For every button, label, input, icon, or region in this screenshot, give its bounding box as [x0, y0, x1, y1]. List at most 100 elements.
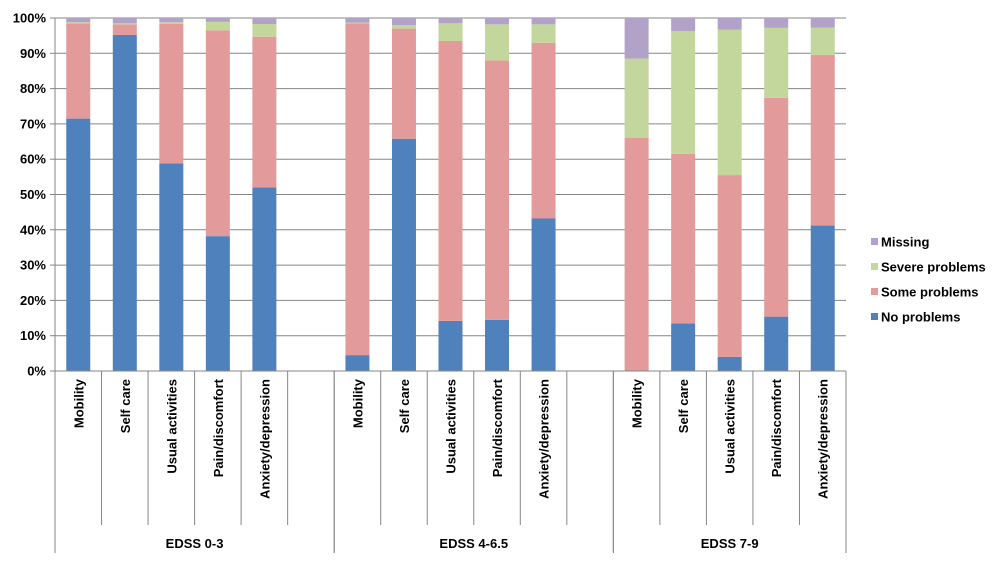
- x-category-label: Self care: [397, 379, 412, 433]
- bar-severe-problems: [438, 23, 463, 41]
- legend-swatch-some-problems: [871, 288, 878, 295]
- axes: [50, 17, 847, 553]
- bar-no-problems: [764, 316, 789, 371]
- bar-some-problems: [66, 23, 91, 119]
- bar-missing: [531, 18, 556, 25]
- bar-missing: [205, 18, 230, 22]
- bar-some-problems: [438, 40, 463, 321]
- y-tick-label: 100%: [13, 11, 47, 26]
- bar-missing: [391, 18, 416, 26]
- bar-severe-problems: [717, 29, 742, 176]
- x-category-label: Pain/discomfort: [769, 378, 784, 477]
- y-tick-label: 40%: [20, 222, 46, 237]
- legend-label-some-problems: Some problems: [881, 285, 979, 300]
- y-tick-label: 0%: [27, 364, 46, 379]
- x-category-label: Mobility: [71, 378, 86, 428]
- bar-some-problems: [391, 28, 416, 139]
- x-category-label: Pain/discomfort: [211, 378, 226, 477]
- x-category-label: Usual activities: [444, 379, 459, 474]
- bar-severe-problems: [391, 25, 416, 29]
- bars: [66, 18, 835, 371]
- x-category-label: Mobility: [350, 378, 365, 428]
- bar-missing: [671, 18, 696, 32]
- bar-some-problems: [205, 30, 230, 237]
- bar-severe-problems: [252, 24, 277, 37]
- bar-no-problems: [159, 163, 184, 371]
- y-tick-label: 60%: [20, 152, 46, 167]
- bar-some-problems: [810, 55, 835, 226]
- bar-no-problems: [438, 320, 463, 371]
- bar-severe-problems: [205, 21, 230, 31]
- x-category-label: Usual activities: [723, 379, 738, 474]
- bar-some-problems: [717, 175, 742, 357]
- bar-no-problems: [391, 138, 416, 371]
- y-tick-labels: 0% 10% 20% 30% 40% 50% 60% 70% 80% 90% 100%: [13, 11, 47, 379]
- bar-some-problems: [159, 24, 184, 164]
- bar-no-problems: [112, 34, 137, 371]
- y-tick-label: 30%: [20, 258, 46, 273]
- legend-label-no-problems: No problems: [881, 310, 960, 325]
- x-group-label: EDSS 7-9: [701, 536, 759, 551]
- bar-some-problems: [764, 97, 789, 317]
- bar-missing: [438, 18, 463, 24]
- x-category-label: Self care: [676, 379, 691, 433]
- legend-swatch-no-problems: [871, 313, 878, 320]
- legend: Missing Severe problems Some problems No pr…: [871, 235, 986, 325]
- legend-swatch-severe-problems: [871, 263, 878, 270]
- bar-severe-problems: [112, 23, 137, 25]
- y-tick-label: 90%: [20, 46, 46, 61]
- y-tick-label: 80%: [20, 81, 46, 96]
- x-group-labels: EDSS 0-3 EDSS 4-6.5 EDSS 7-9: [166, 536, 759, 551]
- bar-some-problems: [485, 60, 510, 320]
- x-category-label: Mobility: [630, 378, 645, 428]
- x-category-labels: Mobility Self care Usual activities Pain/di…: [71, 378, 830, 499]
- y-tick-label: 20%: [20, 293, 46, 308]
- x-category-label: Usual activities: [164, 379, 179, 474]
- bar-no-problems: [205, 236, 230, 371]
- bar-severe-problems: [810, 27, 835, 56]
- legend-label-missing: Missing: [881, 235, 929, 250]
- bar-severe-problems: [671, 31, 696, 154]
- bar-no-problems: [671, 323, 696, 371]
- y-tick-label: 70%: [20, 116, 46, 131]
- bar-severe-problems: [345, 22, 370, 24]
- bar-severe-problems: [485, 24, 510, 61]
- bar-some-problems: [671, 153, 696, 324]
- bar-missing: [112, 18, 137, 24]
- bar-severe-problems: [531, 24, 556, 43]
- bar-no-problems: [252, 187, 277, 371]
- bar-missing: [624, 18, 649, 59]
- x-category-label: Anxiety/depression: [257, 379, 272, 499]
- bar-some-problems: [252, 36, 277, 188]
- bar-missing: [159, 18, 184, 23]
- bar-no-problems: [66, 118, 91, 371]
- bar-some-problems: [624, 138, 649, 371]
- legend-swatch-missing: [871, 238, 878, 245]
- legend-label-severe-problems: Severe problems: [881, 260, 986, 275]
- bar-no-problems: [810, 225, 835, 371]
- bar-missing: [485, 18, 510, 25]
- x-group-label: EDSS 4-6.5: [439, 536, 508, 551]
- bar-severe-problems: [66, 22, 91, 24]
- x-category-label: Pain/discomfort: [490, 378, 505, 477]
- bar-some-problems: [112, 24, 137, 35]
- bar-some-problems: [531, 42, 556, 219]
- y-tick-label: 10%: [20, 328, 46, 343]
- bar-some-problems: [345, 23, 370, 356]
- bar-missing: [717, 18, 742, 30]
- bar-missing: [764, 18, 789, 28]
- bar-severe-problems: [159, 22, 184, 25]
- x-group-label: EDSS 0-3: [166, 536, 224, 551]
- bar-missing: [345, 18, 370, 23]
- bar-missing: [252, 18, 277, 25]
- bar-no-problems: [345, 355, 370, 371]
- bar-severe-problems: [764, 27, 789, 98]
- bar-no-problems: [531, 218, 556, 371]
- bar-severe-problems: [624, 58, 649, 139]
- x-category-label: Anxiety/depression: [816, 379, 831, 499]
- bar-missing: [810, 18, 835, 28]
- x-category-label: Self care: [118, 379, 133, 433]
- bar-no-problems: [717, 356, 742, 371]
- bar-missing: [66, 18, 91, 23]
